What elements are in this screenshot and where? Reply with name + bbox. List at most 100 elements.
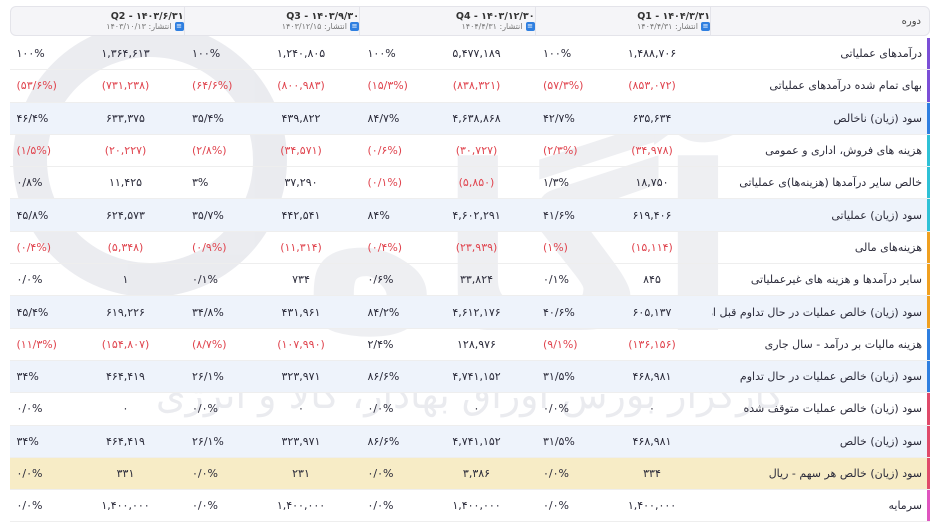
cell-percent: ۰/۰% <box>16 273 43 287</box>
document-icon[interactable]: ≡ <box>174 22 184 31</box>
cell-percent: (۵۳/۶%) <box>16 79 57 93</box>
row-label: سود (زیان) عملیاتی <box>712 199 930 231</box>
row-label-text: سود (زیان) ناخالص <box>833 111 922 125</box>
row-label: بهای تمام شده درآمدهای عملیاتی <box>712 70 930 102</box>
cell-value: (۱۵,۱۱۴) <box>631 240 673 254</box>
row-label: هزینه های فروش، اداری و عمومی <box>712 134 930 167</box>
cell-value: ۴,۶۰۲,۲۹۱ <box>452 208 501 222</box>
row-label-text: سرمایه <box>888 499 923 513</box>
cell-percent: ۰/۱% <box>192 273 218 287</box>
period-cell: ۳۳,۸۲۴ ۰/۶% <box>361 264 537 295</box>
document-icon[interactable]: ≡ <box>525 22 535 31</box>
cell-percent: ۳۱/۵% <box>543 434 575 448</box>
cell-percent: ۳% <box>192 176 209 190</box>
period-cell: ۱,۴۰۰,۰۰۰ ۰/۰% <box>10 490 186 521</box>
period-cell: ۱۱,۴۲۵ ۰/۸% <box>10 167 186 198</box>
cell-value: (۱۳۶,۱۵۶) <box>628 337 676 351</box>
table-row: سود (زیان) خالص هر سهم - ریال ۳۳۴ ۰/۰% ۳,۳۸… <box>10 457 930 491</box>
period-cell: ۸۴۵ ۰/۱% <box>537 264 713 295</box>
period-cell: ۱,۴۸۸,۷۰۶ ۱۰۰% <box>537 38 713 69</box>
period-cell: ۴۶۸,۹۸۱ ۳۱/۵% <box>537 361 713 392</box>
cell-percent: (۰/۱%) <box>367 176 403 190</box>
period-cell: ۴۶۸,۹۸۱ ۳۱/۵% <box>537 426 713 457</box>
period-cell: ۶۲۴,۵۷۳ ۴۵/۸% <box>10 199 186 230</box>
period-header-q1-1404[interactable]: Q1 - ۱۴۰۴/۳/۳۱ ≡ انتشار: ۱۴۰۴/۴/۳۱ <box>536 7 711 35</box>
row-category-bar <box>927 38 930 70</box>
cell-value: (۳۴,۹۷۸) <box>631 144 673 158</box>
period-cell: ۳,۳۸۶ ۰/۰% <box>361 458 537 489</box>
period-cell: ۱,۴۰۰,۰۰۰ ۰/۰% <box>361 490 537 521</box>
cell-value: ۱۸,۷۵۰ <box>635 176 669 190</box>
table-row: هزینه های فروش، اداری و عمومی (۳۴,۹۷۸) (۲/… <box>10 134 930 168</box>
cell-percent: ۴۰/۶% <box>543 305 575 319</box>
period-published: ≡ انتشار: ۱۴۰۳/۱۲/۱۵ <box>281 22 359 31</box>
cell-value: ۰ <box>473 402 480 416</box>
row-label-text: هزینه‌های مالی <box>854 240 922 254</box>
cell-percent: ۴۶/۴% <box>16 111 49 125</box>
row-category-bar <box>927 134 930 167</box>
period-cell: ۱,۲۴۰,۸۰۵ ۱۰۰% <box>186 38 362 69</box>
period-cell: (۱۱,۳۱۴) (۰/۹%) <box>186 232 362 263</box>
cell-percent: ۰/۰% <box>16 467 43 480</box>
cell-percent: ۳۵/۴% <box>192 111 224 125</box>
cell-value: (۵,۸۵۰) <box>458 176 495 190</box>
cell-value: ۳۳۱ <box>116 467 135 480</box>
period-cell: ۵,۴۷۷,۱۸۹ ۱۰۰% <box>361 38 537 69</box>
period-cell: (۱۰۷,۹۹۰) (۸/۷%) <box>186 329 362 360</box>
period-cell: (۳۴,۵۷۱) (۲/۸%) <box>186 135 362 166</box>
row-label-text: سود (زیان) خالص عملیات در حال تداوم <box>739 370 922 384</box>
cell-percent: ۲۶/۱% <box>192 370 224 384</box>
period-cell: ۴۶۴,۴۱۹ ۳۴% <box>10 426 186 457</box>
cell-value: (۸۰۰,۹۸۳) <box>277 79 325 93</box>
row-label: سرمایه <box>712 490 930 522</box>
table-row: بهای تمام شده درآمدهای عملیاتی (۸۵۳,۰۷۲)(… <box>10 70 930 103</box>
cell-value: ۶۳۵,۶۳۴ <box>632 111 672 125</box>
period-cell: (۲۳,۹۳۹) (۰/۴%) <box>361 232 537 263</box>
period-header-q3-1403[interactable]: Q3 - ۱۴۰۳/۹/۳۰ ≡ انتشار: ۱۴۰۳/۱۲/۱۵ <box>185 7 360 35</box>
cell-value: ۱,۳۶۴,۶۱۳ <box>101 47 150 61</box>
document-icon[interactable]: ≡ <box>701 22 710 31</box>
cell-value: ۱,۴۰۰,۰۰۰ <box>101 499 150 513</box>
row-category-bar <box>927 360 930 393</box>
period-cell: ۳۷,۲۹۰ ۳% <box>186 167 362 198</box>
cell-percent: (۶۴/۶%) <box>192 79 233 93</box>
cell-value: ۴۶۸,۹۸۱ <box>632 370 672 384</box>
period-cell: ۴۴۲,۵۴۱ ۳۵/۷% <box>186 199 362 230</box>
row-label: هزینه مالیات بر درآمد - سال جاری <box>712 328 930 360</box>
period-header-q4-1403[interactable]: Q4 - ۱۴۰۳/۱۲/۳۰ ≡ انتشار: ۱۴۰۴/۴/۳۱ <box>360 7 536 35</box>
period-cell: ۰ ۰/۰% <box>10 393 186 424</box>
cell-percent: ۴۵/۸% <box>16 208 49 222</box>
table-row: سود (زیان) خالص عملیات در حال تداوم ۴۶۸,۹… <box>10 360 930 394</box>
cell-value: ۶۱۹,۲۲۶ <box>106 305 145 319</box>
row-label: سود (زیان) خالص عملیات متوقف شده <box>712 393 930 425</box>
cell-percent: (۱۵/۳%) <box>367 79 408 93</box>
row-category-bar <box>927 490 930 522</box>
cell-value: ۱ <box>122 273 129 287</box>
cell-percent: ۰/۰% <box>16 499 43 513</box>
cell-percent: ۰/۰% <box>192 467 218 480</box>
period-cell: ۳۳۴ ۰/۰% <box>537 458 713 489</box>
period-cell: ۱۸,۷۵۰ ۱/۳% <box>537 167 713 198</box>
cell-value: ۶۲۴,۵۷۳ <box>106 208 145 222</box>
period-cell: ۴,۷۴۱,۱۵۲ ۸۶/۶% <box>361 361 537 392</box>
cell-value: ۶۳۳,۳۷۵ <box>106 111 145 125</box>
cell-percent: (۱/۵%) <box>16 144 52 158</box>
table-row: سود (زیان) عملیاتی ۶۱۹,۴۰۶ ۴۱/۶% ۴,۶۰۲,۲۹۱ ۸… <box>10 199 930 232</box>
period-header-q2-1403[interactable]: Q2 - ۱۴۰۳/۶/۳۱ ≡ انتشار: ۱۴۰۳/۱۰/۱۳ <box>9 7 185 35</box>
cell-value: ۶۱۹,۴۰۶ <box>632 208 672 222</box>
cell-percent: (۲/۸%) <box>192 144 227 158</box>
cell-percent: ۴۱/۶% <box>543 208 575 222</box>
cell-value: (۱۰۷,۹۹۰) <box>277 337 325 351</box>
table-row: هزینه مالیات بر درآمد - سال جاری (۱۳۶,۱۵۶… <box>10 328 930 361</box>
table-row: درآمدهای عملیاتی ۱,۴۸۸,۷۰۶ ۱۰۰% ۵,۴۷۷,۱۸۹ ۱۰… <box>10 38 930 71</box>
row-label: سود (زیان) خالص عملیات در حال تداوم <box>712 360 930 393</box>
period-cell: (۳۴,۹۷۸) (۲/۳%) <box>537 135 713 166</box>
cell-percent: ۱۰۰% <box>192 47 221 61</box>
cell-percent: ۱۰۰% <box>543 47 572 61</box>
document-icon[interactable]: ≡ <box>350 22 359 31</box>
period-cell: ۶۳۳,۳۷۵ ۴۶/۴% <box>10 103 186 134</box>
cell-value: ۸۴۵ <box>643 273 661 287</box>
cell-percent: ۳۱/۵% <box>543 370 575 384</box>
period-cell: (۷۳۱,۲۳۸) (۵۳/۶%) <box>10 70 186 101</box>
row-label-text: خالص سایر درآمدها (هزینه‌ها)ی عملیاتی <box>739 176 922 190</box>
